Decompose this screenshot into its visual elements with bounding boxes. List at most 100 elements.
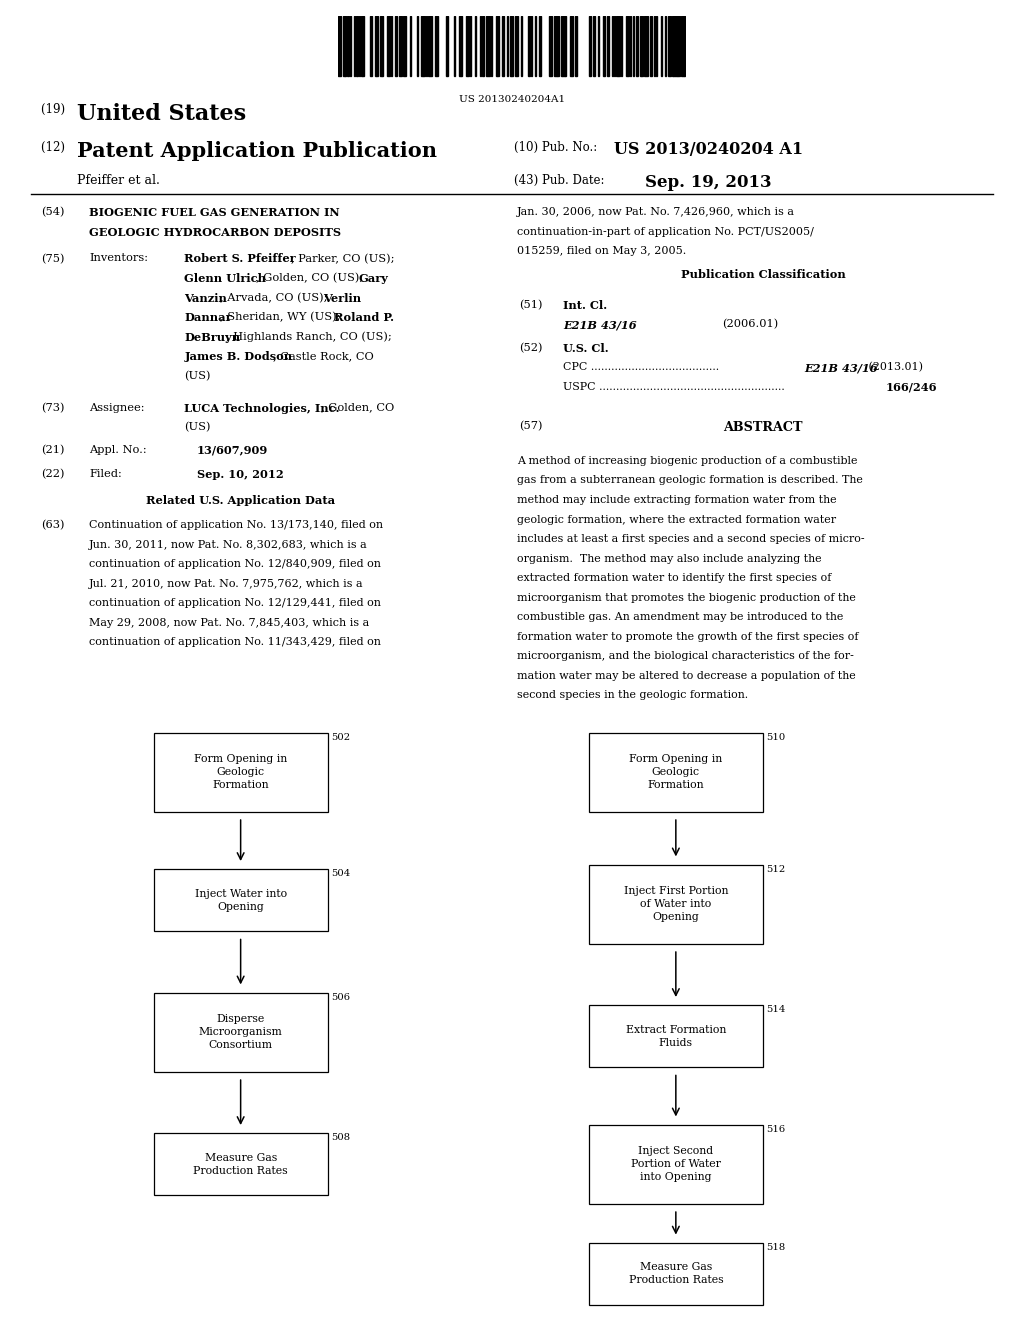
Text: ABSTRACT: ABSTRACT [723,421,803,434]
FancyBboxPatch shape [154,870,328,932]
Text: Int. Cl.: Int. Cl. [563,300,607,310]
Bar [347,16,349,77]
Text: Continuation of application No. 13/173,140, filed on: Continuation of application No. 13/173,1… [89,520,383,531]
Text: Inventors:: Inventors: [89,253,148,264]
Bar [640,16,641,77]
Text: extracted formation water to identify the first species of: extracted formation water to identify th… [517,573,831,583]
Text: 502: 502 [331,733,350,742]
FancyBboxPatch shape [589,1243,763,1304]
Text: (63): (63) [41,520,65,531]
Bar [536,16,537,77]
Bar [343,16,345,77]
Text: May 29, 2008, now Pat. No. 7,845,403, which is a: May 29, 2008, now Pat. No. 7,845,403, wh… [89,618,370,628]
Bar [674,16,677,77]
Text: geologic formation, where the extracted formation water: geologic formation, where the extracted … [517,515,837,524]
Text: mation water may be altered to decrease a population of the: mation water may be altered to decrease … [517,671,856,681]
Text: Publication Classification: Publication Classification [681,269,845,280]
Text: Gary: Gary [358,273,388,284]
Bar [561,16,562,77]
Text: , Golden, CO: , Golden, CO [321,403,394,413]
FancyBboxPatch shape [589,1006,763,1067]
Text: combustible gas. An amendment may be introduced to the: combustible gas. An amendment may be int… [517,612,844,622]
Text: Sep. 10, 2012: Sep. 10, 2012 [197,469,284,479]
Text: (US): (US) [184,422,211,433]
Bar [454,16,455,77]
Bar [614,16,615,77]
Text: microorganism that promotes the biogenic production of the: microorganism that promotes the biogenic… [517,593,856,603]
Text: 518: 518 [766,1243,785,1251]
Text: method may include extracting formation water from the: method may include extracting formation … [517,495,837,506]
Text: Verlin: Verlin [324,293,361,304]
Text: Vanzin: Vanzin [184,293,227,304]
Bar [417,16,418,77]
Bar [660,16,662,77]
Bar [482,16,484,77]
Text: , Parker, CO (US);: , Parker, CO (US); [291,253,394,264]
Text: (52): (52) [519,343,543,352]
Bar [602,16,605,77]
Text: 506: 506 [331,993,350,1002]
Bar [399,16,401,77]
Bar [681,16,684,77]
Text: Jan. 30, 2006, now Pat. No. 7,426,960, which is a: Jan. 30, 2006, now Pat. No. 7,426,960, w… [517,207,795,218]
Bar [345,16,346,77]
Bar [611,16,613,77]
Text: Jun. 30, 2011, now Pat. No. 8,302,683, which is a: Jun. 30, 2011, now Pat. No. 8,302,683, w… [89,540,368,549]
FancyBboxPatch shape [589,865,763,944]
Text: (57): (57) [519,421,543,432]
Bar [684,16,685,77]
Bar [589,16,591,77]
Text: (19): (19) [41,103,69,116]
Bar [358,16,359,77]
Text: Pfeiffer et al.: Pfeiffer et al. [77,174,160,187]
Bar [678,16,680,77]
Text: continuation of application No. 12/129,441, filed on: continuation of application No. 12/129,4… [89,598,381,609]
Text: U.S. Cl.: U.S. Cl. [563,343,609,354]
Text: Assignee:: Assignee: [89,403,144,413]
Text: CPC ......................................: CPC ....................................… [563,362,719,372]
Bar [554,16,557,77]
Text: Robert S. Pfeiffer: Robert S. Pfeiffer [184,253,296,264]
FancyBboxPatch shape [154,1133,328,1196]
Bar [380,16,382,77]
Text: 504: 504 [331,869,350,878]
Text: continuation of application No. 11/343,429, filed on: continuation of application No. 11/343,4… [89,638,381,647]
Bar [361,16,362,77]
FancyBboxPatch shape [154,993,328,1072]
Bar [626,16,629,77]
Bar [521,16,522,77]
Bar [470,16,471,77]
Text: A method of increasing biogenic production of a combustible: A method of increasing biogenic producti… [517,455,858,466]
Bar [641,16,643,77]
Bar [528,16,530,77]
FancyBboxPatch shape [154,733,328,812]
FancyBboxPatch shape [589,1125,763,1204]
Bar [354,16,355,77]
Bar [375,16,376,77]
Text: Measure Gas
Production Rates: Measure Gas Production Rates [194,1152,288,1176]
Text: 13/607,909: 13/607,909 [197,445,268,455]
Text: , Sheridan, WY (US);: , Sheridan, WY (US); [220,312,344,322]
Text: BIOGENIC FUEL GAS GENERATION IN: BIOGENIC FUEL GAS GENERATION IN [89,207,340,218]
Text: (73): (73) [41,403,65,413]
Bar [395,16,397,77]
Text: US 20130240204A1: US 20130240204A1 [459,95,565,104]
Bar [562,16,565,77]
Text: Sep. 19, 2013: Sep. 19, 2013 [645,174,772,191]
Bar [633,16,634,77]
Text: Inject First Portion
of Water into
Opening: Inject First Portion of Water into Openi… [624,887,728,921]
Bar [475,16,476,77]
Text: E21B 43/16: E21B 43/16 [563,319,637,330]
Bar [515,16,518,77]
Text: Glenn Ulrich: Glenn Ulrich [184,273,266,284]
Text: 516: 516 [766,1125,785,1134]
Text: (2006.01): (2006.01) [722,319,778,330]
Text: E21B 43/16: E21B 43/16 [804,362,878,374]
Bar [650,16,652,77]
Bar [672,16,673,77]
Bar [382,16,383,77]
Text: second species in the geologic formation.: second species in the geologic formation… [517,690,749,701]
Bar [387,16,390,77]
Text: continuation-in-part of application No. PCT/US2005/: continuation-in-part of application No. … [517,227,814,236]
Bar [376,16,379,77]
